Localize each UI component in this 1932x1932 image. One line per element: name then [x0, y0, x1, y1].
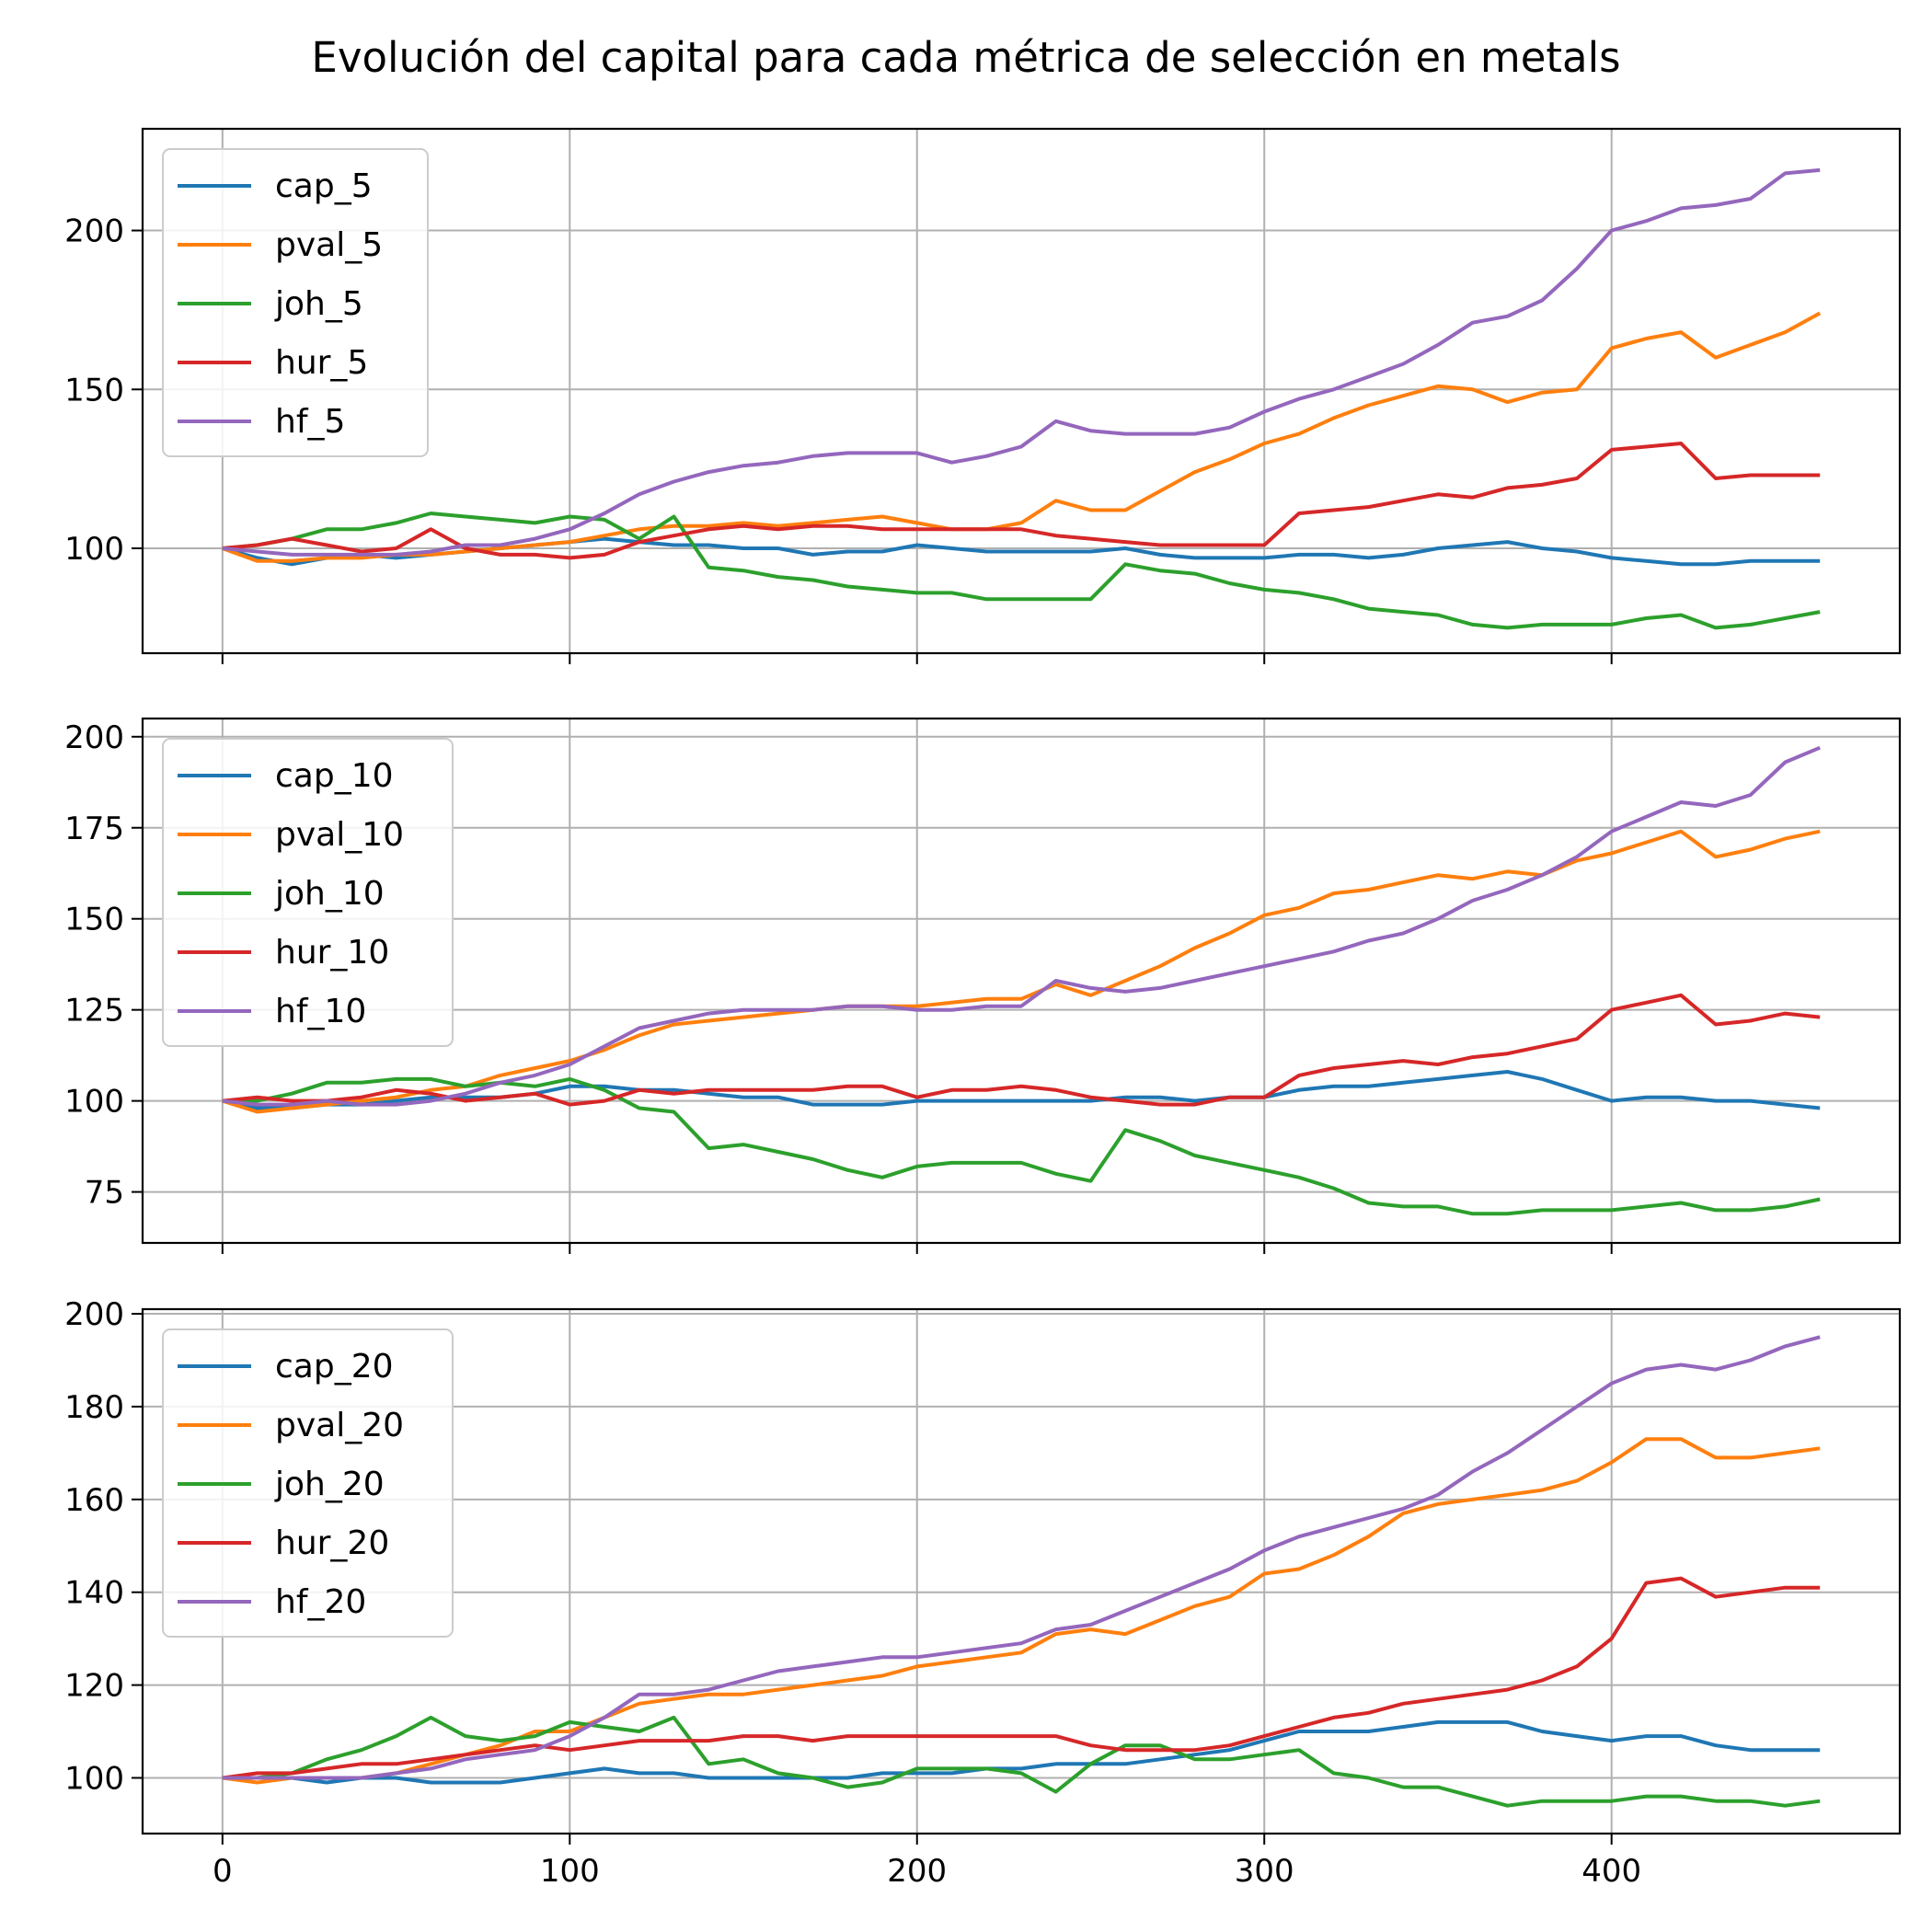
legend-label: pval_10	[275, 816, 404, 854]
series-line-hur_20	[222, 1576, 1821, 1780]
legend-label: pval_20	[275, 1407, 404, 1444]
legend-label: joh_10	[274, 875, 385, 913]
series-line-pval_5	[222, 311, 1822, 563]
series-line-joh_5	[222, 512, 1821, 630]
y-tick-label: 200	[64, 213, 124, 250]
legend-label: hf_20	[275, 1583, 366, 1621]
y-tick-label: 200	[64, 719, 124, 756]
x-tick-label: 400	[1581, 1853, 1641, 1890]
y-tick-label: 100	[64, 531, 124, 568]
series-line-cap_20	[222, 1719, 1821, 1785]
legend-label: cap_20	[275, 1348, 394, 1386]
y-tick-label: 200	[64, 1296, 124, 1333]
series-line-cap_10	[222, 1070, 1821, 1110]
legend-label: hur_5	[275, 344, 368, 382]
y-tick-label: 175	[64, 811, 124, 847]
series-line-hf_5	[222, 167, 1821, 557]
legend-label: hf_10	[275, 993, 366, 1030]
subplot-cap-10: 75 100 125 150 175 200 cap_10 pval_10 joh_10 hur_…	[64, 717, 1902, 1254]
legend-box	[162, 738, 454, 1047]
chart-title: Evolución del capital para cada métrica …	[311, 33, 1621, 82]
legend-box	[162, 148, 429, 457]
legend-label: joh_5	[274, 285, 363, 323]
legend-label: pval_5	[275, 226, 383, 264]
subplot-cap-5: 100 150 200 cap_5 pval_5 joh_5 hur_5 hf_5	[64, 127, 1902, 664]
axes-frame	[141, 1307, 1902, 1835]
y-tick-label: 100	[64, 1084, 124, 1121]
series-line-hur_10	[222, 993, 1821, 1107]
series-line-joh_10	[222, 1076, 1821, 1216]
y-tick-label: 125	[64, 993, 124, 1029]
y-tick-label: 75	[85, 1175, 124, 1212]
series-line-pval_10	[222, 829, 1821, 1114]
y-tick-label: 100	[64, 1760, 124, 1797]
x-tick-label: 200	[887, 1853, 947, 1890]
axes-frame	[141, 717, 1902, 1245]
x-tick-label: 100	[540, 1853, 600, 1890]
subplot-cap-20: 0 100 200 300 400 100 120 140 160 180 200 cap_20pva…	[64, 1296, 1902, 1890]
legend-label: hur_10	[275, 934, 389, 972]
y-tick-label: 140	[64, 1575, 124, 1612]
y-tick-label: 120	[64, 1668, 124, 1705]
legend-box	[162, 1328, 454, 1638]
y-tick-label: 180	[64, 1389, 124, 1426]
legend-label: cap_5	[275, 167, 373, 205]
x-tick-label: 300	[1235, 1853, 1294, 1890]
legend-label: cap_10	[275, 757, 394, 795]
legend-label: hur_20	[275, 1524, 389, 1562]
legend-label: hf_5	[275, 403, 345, 441]
series-line-hf_10	[222, 745, 1821, 1107]
y-tick-label: 150	[64, 372, 124, 408]
y-tick-label: 160	[64, 1482, 124, 1519]
legend-label: joh_20	[274, 1466, 385, 1503]
x-tick-label: 0	[213, 1853, 233, 1890]
axes-frame	[141, 127, 1902, 655]
y-tick-label: 150	[64, 902, 124, 938]
series-line-hf_20	[222, 1335, 1821, 1780]
series-line-pval_20	[222, 1437, 1821, 1785]
series-line-hur_5	[222, 442, 1821, 560]
series-line-joh_20	[222, 1715, 1821, 1808]
